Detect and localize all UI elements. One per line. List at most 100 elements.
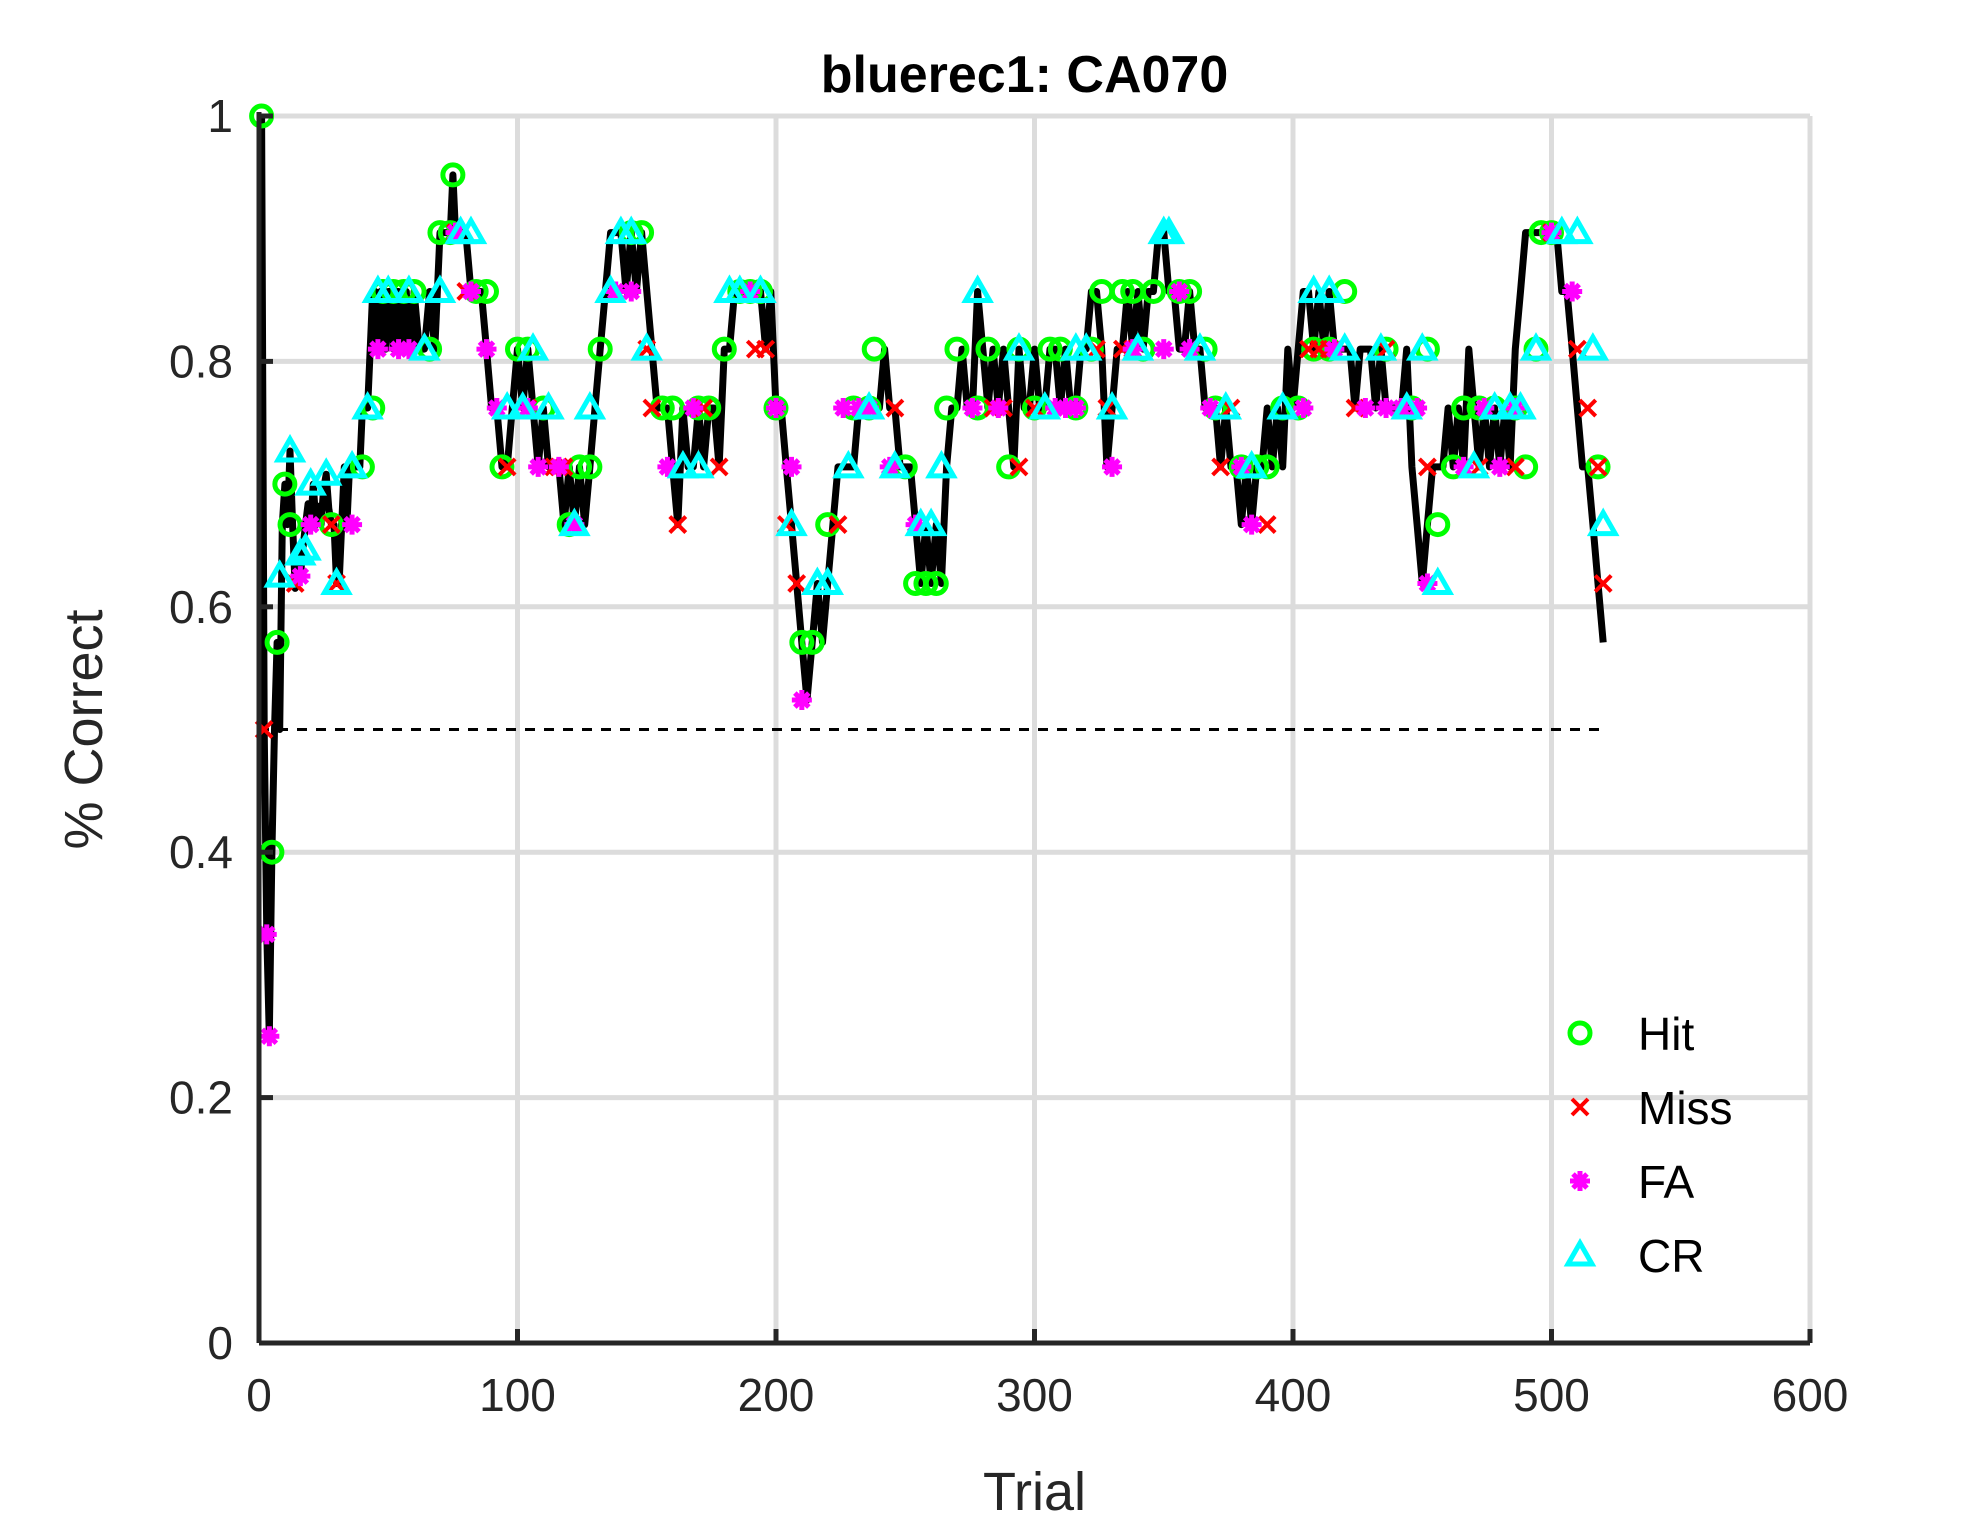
hit-marker xyxy=(1425,512,1451,538)
cr-marker xyxy=(423,274,457,303)
fa-marker xyxy=(1200,398,1221,419)
legend-cr-marker xyxy=(1563,1237,1597,1267)
fa-marker xyxy=(1324,339,1345,360)
miss-marker xyxy=(787,574,807,593)
cr-marker xyxy=(775,507,808,537)
legend-label-cr: CR xyxy=(1638,1230,1704,1282)
fa-marker xyxy=(1489,456,1510,477)
cr-marker xyxy=(1121,332,1155,361)
fa-marker xyxy=(859,398,880,419)
y-tick-label: 0.4 xyxy=(169,826,233,878)
legend-miss-marker xyxy=(1570,1097,1590,1117)
cr-marker xyxy=(811,566,845,595)
fa-marker xyxy=(1541,222,1562,243)
cr-marker xyxy=(1209,390,1243,420)
fa-marker xyxy=(1169,281,1190,302)
cr-marker xyxy=(558,507,591,537)
x-tick-label: 100 xyxy=(479,1369,556,1421)
cr-marker xyxy=(1152,215,1186,245)
fa-marker xyxy=(781,456,802,477)
fa-marker xyxy=(300,514,321,535)
cr-marker xyxy=(1504,390,1537,420)
miss-marker xyxy=(1593,574,1613,593)
cr-marker xyxy=(1405,332,1439,361)
hit-marker xyxy=(789,629,815,655)
cr-marker xyxy=(320,566,353,595)
miss-marker xyxy=(756,339,776,359)
series-cr xyxy=(263,215,1620,595)
fa-marker xyxy=(1293,398,1314,419)
cr-marker xyxy=(490,390,524,420)
cr-marker xyxy=(1235,449,1268,479)
legend-label-fa: FA xyxy=(1638,1156,1695,1208)
fa-marker xyxy=(1055,398,1076,419)
hit-marker xyxy=(587,336,613,362)
cr-marker xyxy=(1297,274,1330,303)
hit-marker xyxy=(711,336,737,362)
fa-marker xyxy=(791,690,812,711)
hit-marker xyxy=(1585,454,1611,480)
fa-marker xyxy=(259,1026,280,1047)
hit-marker xyxy=(1451,395,1477,421)
fa-marker xyxy=(1241,514,1262,535)
cr-marker xyxy=(832,449,865,479)
y-tick-label: 0.6 xyxy=(169,581,233,633)
cr-marker xyxy=(289,532,322,561)
hit-marker xyxy=(277,512,303,538)
cr-marker xyxy=(408,332,441,361)
y-tick-label: 0 xyxy=(207,1317,233,1369)
cr-marker xyxy=(1545,215,1579,245)
legend-label-hit: Hit xyxy=(1638,1008,1694,1060)
fa-marker xyxy=(460,281,481,302)
y-axis-label: % Correct xyxy=(54,609,114,849)
miss-marker xyxy=(1257,515,1277,535)
fa-marker xyxy=(564,514,585,535)
y-tick-label: 0.2 xyxy=(169,1072,233,1124)
cr-marker xyxy=(666,449,700,479)
tick-marks: 0 100 200 300 400 500 600 0 0.2 0.4 0.6 0.8 1 xyxy=(169,90,1848,1421)
cr-marker xyxy=(1576,332,1610,361)
fa-marker xyxy=(1045,398,1066,419)
hit-marker xyxy=(660,395,686,421)
miss-marker xyxy=(668,515,688,535)
fa-marker xyxy=(486,398,507,419)
cr-marker xyxy=(1478,390,1511,420)
legend: Hit Miss FA CR xyxy=(1563,1008,1733,1282)
cr-marker xyxy=(454,215,488,245)
fa-marker xyxy=(256,924,277,945)
cr-marker xyxy=(273,433,307,463)
hit-marker xyxy=(1140,278,1166,304)
x-tick-label: 500 xyxy=(1513,1369,1590,1421)
chart-title: bluerec1: CA070 xyxy=(821,46,1229,104)
trial-outcome-markers xyxy=(249,103,1620,1047)
miss-marker xyxy=(321,515,341,535)
fa-marker xyxy=(528,456,549,477)
cr-marker xyxy=(371,274,405,303)
fa-marker xyxy=(1376,398,1397,419)
fa-marker xyxy=(848,398,869,419)
cr-marker xyxy=(1561,215,1594,245)
cr-marker xyxy=(532,390,565,420)
cr-marker xyxy=(309,457,343,486)
hit-marker xyxy=(264,629,290,655)
x-tick-label: 300 xyxy=(996,1369,1073,1421)
cr-marker xyxy=(335,449,369,479)
cr-marker xyxy=(1028,390,1062,420)
cr-marker xyxy=(630,332,664,361)
fa-marker xyxy=(683,398,704,419)
cr-marker xyxy=(852,390,886,420)
legend-hit-marker xyxy=(1567,1020,1593,1046)
cr-marker xyxy=(614,215,648,245)
fa-marker xyxy=(1355,398,1376,419)
x-axis-label: Trial xyxy=(983,1462,1086,1522)
cr-marker xyxy=(351,390,384,420)
cr-marker xyxy=(723,274,757,303)
fa-marker xyxy=(657,456,678,477)
cr-marker xyxy=(1069,332,1103,361)
hit-marker xyxy=(489,454,515,480)
miss-marker xyxy=(1578,398,1598,418)
fa-marker xyxy=(1417,573,1438,594)
fa-marker xyxy=(1179,339,1200,360)
fa-marker xyxy=(476,339,497,360)
